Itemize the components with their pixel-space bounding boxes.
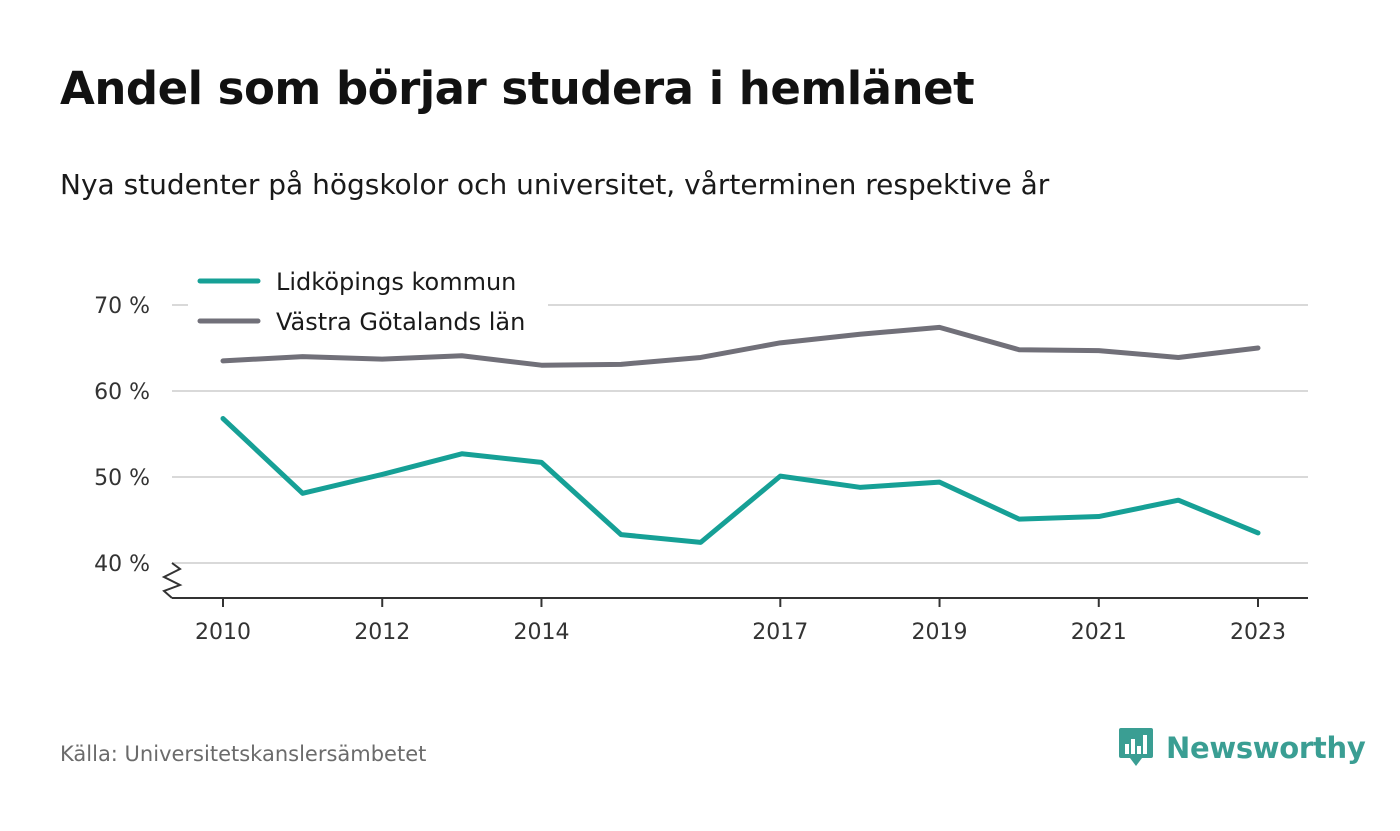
chart-subtitle: Nya studenter på högskolor och universit… <box>60 168 1050 201</box>
legend-label-lidkopings-kommun: Lidköpings kommun <box>276 268 516 296</box>
x-tick-label: 2023 <box>1230 620 1286 645</box>
y-tick-label: 60 % <box>94 380 150 405</box>
y-tick-label: 50 % <box>94 466 150 491</box>
axis-break-marker <box>161 562 183 599</box>
y-tick-label: 70 % <box>94 294 150 319</box>
x-tick-label: 2010 <box>195 620 251 645</box>
series-line-lidkopings-kommun <box>220 416 1261 545</box>
brand-logo: Newsworthy <box>1118 726 1366 770</box>
chart-title: Andel som börjar studera i hemlänet <box>60 62 975 115</box>
legend: Lidköpings kommun Västra Götalands län <box>188 264 548 344</box>
x-tick-label: 2012 <box>354 620 410 645</box>
x-axis: 2010 2012 2014 2017 2019 2021 2023 <box>161 562 1308 645</box>
series-line-vastra-gotalands-lan <box>220 324 1261 368</box>
x-tick-label: 2019 <box>912 620 968 645</box>
x-tick-label: 2021 <box>1071 620 1127 645</box>
legend-background <box>188 264 548 344</box>
bar-chart-speech-bubble-icon <box>1119 728 1153 766</box>
y-tick-label: 40 % <box>94 552 150 577</box>
y-axis-labels: 40 % 50 % 60 % 70 % <box>94 294 150 577</box>
x-tick-label: 2017 <box>752 620 808 645</box>
legend-label-vastra-gotalands-lan: Västra Götalands län <box>276 308 525 336</box>
brand-name: Newsworthy <box>1166 731 1366 765</box>
series-lines <box>220 324 1261 545</box>
line-chart: 2010 2012 2014 2017 2019 2021 2023 40 % 50 % 60 … <box>94 264 1308 645</box>
x-tick-label: 2014 <box>513 620 569 645</box>
source-note: Källa: Universitetskanslersämbetet <box>60 742 427 766</box>
